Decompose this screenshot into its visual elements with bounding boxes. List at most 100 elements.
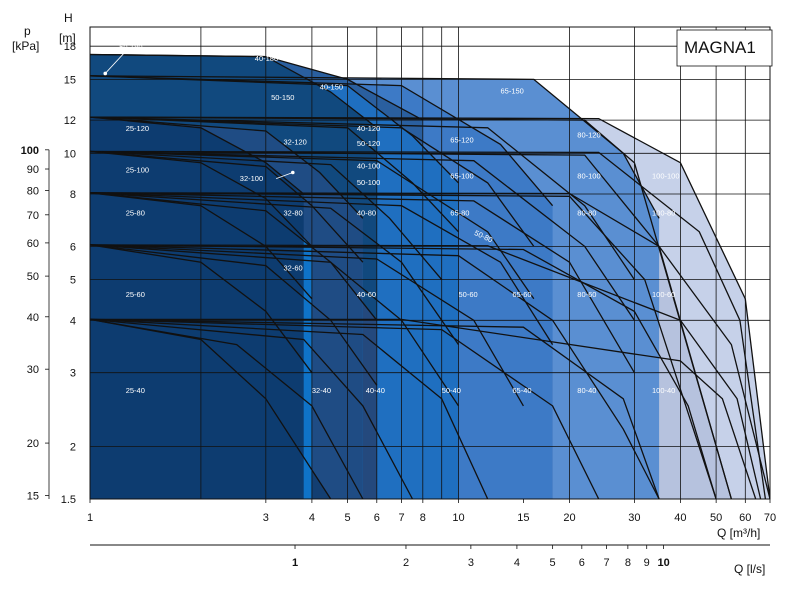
y-tick-6: 6 (70, 241, 76, 253)
label-80-60: 80-60 (577, 290, 596, 299)
x-tick-3: 3 (263, 512, 269, 524)
p-tick-40: 40 (27, 312, 39, 324)
y-axis-p-title: p (24, 24, 31, 38)
x2-tick-8: 8 (625, 557, 631, 569)
x-tick-30: 30 (628, 512, 640, 524)
axes: 1 3 4 5 6 7 8 10 15 20 30 40 50 60 701 2 3 4 5 6 7 8 9 101.5234… (21, 41, 776, 569)
y-tick-10: 10 (64, 148, 76, 160)
curve-50-120 (90, 116, 535, 247)
label-40-100: 40-100 (357, 162, 380, 171)
p-tick-80: 80 (27, 186, 39, 198)
curve-65-60 (90, 244, 660, 499)
curve-50-40 (90, 318, 489, 499)
label-100-100: 100-100 (652, 172, 680, 181)
curve-50-60 (90, 244, 524, 407)
label-25-60: 25-60 (126, 290, 145, 299)
x-tick-15: 15 (517, 512, 529, 524)
x2-tick-7: 7 (603, 557, 609, 569)
curve-40-150 (90, 75, 459, 184)
pointer-50-180-dot (103, 71, 108, 76)
label-32-100: 32-100 (240, 174, 263, 183)
curve-25-120 (90, 116, 305, 195)
label-50-150: 50-150 (271, 93, 294, 102)
curve-80-60 (90, 244, 717, 499)
curve-25-40 (90, 318, 332, 499)
x-tick-7: 7 (398, 512, 404, 524)
curve-40-60 (90, 244, 460, 407)
y-axis-h-unit: [m] (59, 31, 76, 45)
p-tick-70: 70 (27, 210, 39, 222)
curve-50-150 (90, 75, 554, 207)
y-tick-18: 18 (64, 41, 76, 53)
label-100-40: 100-40 (652, 386, 675, 395)
x2-tick-2: 2 (403, 557, 409, 569)
label-80-80: 80-80 (577, 209, 596, 218)
label-25-40: 25-40 (126, 386, 145, 395)
curve-50-100 (90, 150, 535, 300)
y-axis-p-unit: [kPa] (12, 39, 39, 53)
pointer-50-180 (104, 51, 127, 74)
x-tick-8: 8 (420, 512, 426, 524)
label-25-100: 25-100 (126, 166, 149, 175)
curve-40-100 (90, 150, 443, 281)
y-tick-4: 4 (70, 315, 76, 327)
curve-25-60 (90, 244, 313, 374)
grid-lines (89, 26, 771, 500)
label-65-60: 65-60 (512, 290, 531, 299)
x-tick-4: 4 (309, 512, 315, 524)
label-65-100: 65-100 (450, 172, 473, 181)
p-tick-90: 90 (27, 164, 39, 176)
x-tick-70: 70 (764, 512, 776, 524)
y-tick-1.5: 1.5 (61, 494, 76, 506)
curve-40-80 (90, 192, 460, 345)
x-tick-6: 6 (374, 512, 380, 524)
curve-65-100 (90, 150, 635, 321)
label-50-120: 50-120 (357, 139, 380, 148)
p-tick-100: 100 (21, 145, 39, 157)
p-tick-20: 20 (27, 438, 39, 450)
curve-65-40 (90, 318, 600, 499)
y-axis-h-title: H (64, 11, 73, 25)
label-40-120: 40-120 (357, 124, 380, 133)
curve-32-60 (90, 244, 378, 386)
curve-40-120 (90, 116, 459, 233)
x2-tick-10: 10 (657, 557, 669, 569)
label-80-40: 80-40 (577, 386, 596, 395)
title-box (676, 29, 773, 67)
curve-65-120 (90, 116, 635, 280)
label-32-60: 32-60 (284, 264, 303, 273)
label-50-180: 50-180 (119, 42, 142, 51)
x-axis-title: Q [m³/h] (717, 526, 760, 540)
x2-tick-5: 5 (550, 557, 556, 569)
label-50-40: 50-40 (442, 386, 461, 395)
curve-32-120 (90, 116, 364, 219)
performance-curves (90, 53, 770, 499)
curve-40-40 (90, 318, 414, 499)
label-32-80: 32-80 (284, 209, 303, 218)
label-65-40: 65-40 (512, 386, 531, 395)
label-80-120: 80-120 (577, 131, 600, 140)
label-40-180: 40-180 (255, 54, 278, 63)
label-25-80: 25-80 (126, 209, 145, 218)
label-100-80: 100-80 (652, 209, 675, 218)
p-tick-30: 30 (27, 364, 39, 376)
y-tick-5: 5 (70, 275, 76, 287)
curve-32-40 (90, 318, 364, 499)
curve-25-100 (90, 150, 313, 247)
y-tick-3: 3 (70, 368, 76, 380)
x-tick-60: 60 (739, 512, 751, 524)
x-tick-5: 5 (345, 512, 351, 524)
pointer-32-100-dot (290, 170, 295, 175)
label-32-40: 32-40 (312, 386, 331, 395)
label-32-120: 32-120 (284, 137, 307, 146)
curve-65-80 (90, 192, 635, 374)
label-65-120: 65-120 (450, 136, 473, 145)
label-65-80: 65-80 (450, 209, 469, 218)
x2-tick-3: 3 (468, 557, 474, 569)
curve-32-80 (90, 192, 378, 321)
curve-50-80 (90, 192, 554, 345)
performance-areas (90, 27, 770, 499)
x2-tick-6: 6 (579, 557, 585, 569)
x2-axis-title: Q [l/s] (734, 562, 765, 576)
